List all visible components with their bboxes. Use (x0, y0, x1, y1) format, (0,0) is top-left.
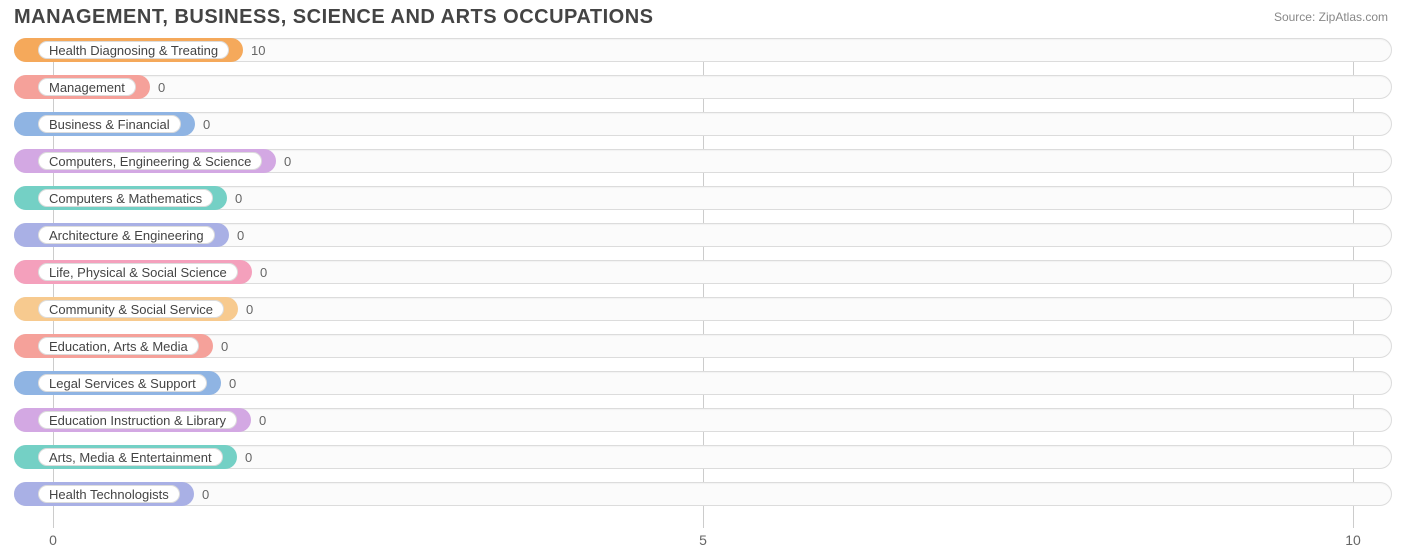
bar-label: Arts, Media & Entertainment (38, 448, 223, 466)
bar-label: Computers, Engineering & Science (38, 152, 262, 170)
bar-label: Life, Physical & Social Science (38, 263, 238, 281)
bar-value: 0 (229, 371, 236, 395)
chart-source: Source: ZipAtlas.com (1274, 10, 1388, 24)
bar-row: Health Technologists 0 (14, 482, 1392, 506)
bar-value: 0 (260, 260, 267, 284)
x-tick-label: 5 (699, 532, 707, 548)
bar-value: 0 (237, 223, 244, 247)
x-tick-label: 10 (1345, 532, 1361, 548)
bar-label: Legal Services & Support (38, 374, 207, 392)
bar-row: Management 0 (14, 75, 1392, 99)
bar-value: 0 (203, 112, 210, 136)
bar-row: Computers & Mathematics 0 (14, 186, 1392, 210)
bar-row: Health Diagnosing & Treating 10 (14, 38, 1392, 62)
bar-value: 0 (245, 445, 252, 469)
bar-row: Legal Services & Support 0 (14, 371, 1392, 395)
bar-label: Management (38, 78, 136, 96)
bar-track (14, 75, 1392, 99)
bar-row: Architecture & Engineering 0 (14, 223, 1392, 247)
bar-value: 0 (202, 482, 209, 506)
bar-value: 0 (158, 75, 165, 99)
bar-value: 0 (235, 186, 242, 210)
bar-value: 0 (246, 297, 253, 321)
x-axis: 0 5 10 (14, 532, 1392, 550)
bar-row: Education, Arts & Media 0 (14, 334, 1392, 358)
chart-title: MANAGEMENT, BUSINESS, SCIENCE AND ARTS O… (14, 6, 653, 29)
bar-row: Community & Social Service 0 (14, 297, 1392, 321)
bar-label: Architecture & Engineering (38, 226, 215, 244)
bar-label: Health Diagnosing & Treating (38, 41, 229, 59)
bar-value: 0 (284, 149, 291, 173)
bar-track (14, 482, 1392, 506)
bar-label: Education, Arts & Media (38, 337, 199, 355)
bar-row: Arts, Media & Entertainment 0 (14, 445, 1392, 469)
bar-value: 10 (251, 38, 265, 62)
bar-row: Education Instruction & Library 0 (14, 408, 1392, 432)
bar-label: Education Instruction & Library (38, 411, 237, 429)
bar-value: 0 (221, 334, 228, 358)
bar-row: Life, Physical & Social Science 0 (14, 260, 1392, 284)
bar-label: Community & Social Service (38, 300, 224, 318)
bar-label: Health Technologists (38, 485, 180, 503)
bar-row: Business & Financial 0 (14, 112, 1392, 136)
bar-label: Computers & Mathematics (38, 189, 213, 207)
bar-track (14, 112, 1392, 136)
bar-label: Business & Financial (38, 115, 181, 133)
bar-row: Computers, Engineering & Science 0 (14, 149, 1392, 173)
x-tick-label: 0 (49, 532, 57, 548)
plot-area: Health Diagnosing & Treating 10 Management… (14, 38, 1392, 528)
chart-container: MANAGEMENT, BUSINESS, SCIENCE AND ARTS O… (0, 0, 1406, 558)
bar-value: 0 (259, 408, 266, 432)
